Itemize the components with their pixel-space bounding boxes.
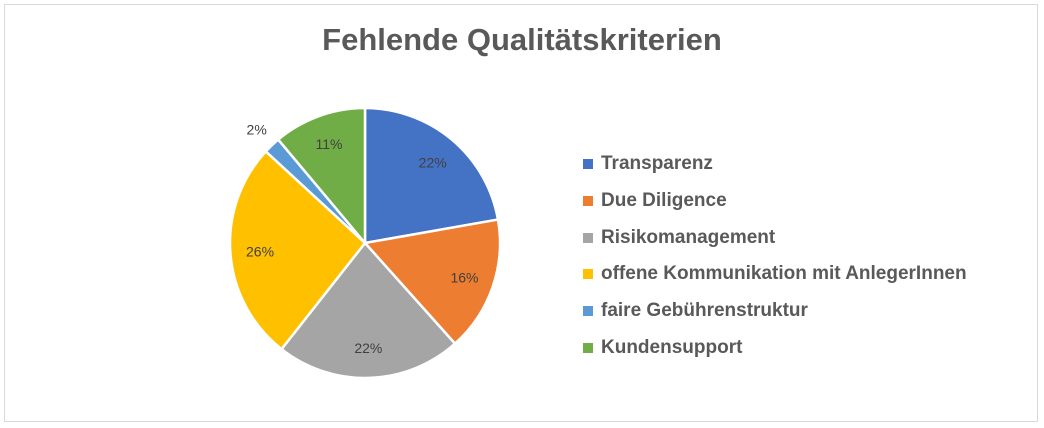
legend-swatch [583,306,593,317]
legend-item: Transparenz [583,146,967,183]
legend-swatch [583,342,593,353]
legend-label: Transparenz [601,153,713,175]
pie-slice-0 [363,106,500,245]
legend-swatch [583,232,593,243]
data-label-0: 22% [419,154,447,170]
chart-area [4,4,1038,422]
pie-slice-2 [279,241,457,380]
legend-swatch [583,159,593,170]
legend-label: offene Kommunikation mit AnlegerInnen [601,263,967,285]
data-label-5: 11% [315,136,342,152]
data-label-3: 26% [246,243,274,259]
legend-swatch [583,196,593,207]
legend-item: offene Kommunikation mit AnlegerInnen [583,256,967,293]
chart-title: Fehlende Qualitätskriterien [322,22,722,57]
data-label-2: 22% [354,340,382,356]
legend-item: Risikomanagement [583,219,967,256]
legend-item: Due Diligence [583,183,967,220]
legend-swatch [583,269,593,280]
legend-label: faire Gebührenstruktur [601,300,808,322]
legend-label: Kundensupport [601,336,743,358]
legend: Transparenz Due Diligence Risikomanagement… [583,146,967,366]
data-label-4: 2% [247,121,267,137]
pie-slice-5 [276,106,367,247]
legend-label: Due Diligence [601,190,727,212]
pie-slice-1 [362,218,502,346]
pie-slice-3 [228,149,367,351]
legend-item: Kundensupport [583,329,967,366]
data-label-1: 16% [450,269,478,285]
legend-label: Risikomanagement [601,226,776,248]
legend-item: faire Gebührenstruktur [583,293,967,330]
